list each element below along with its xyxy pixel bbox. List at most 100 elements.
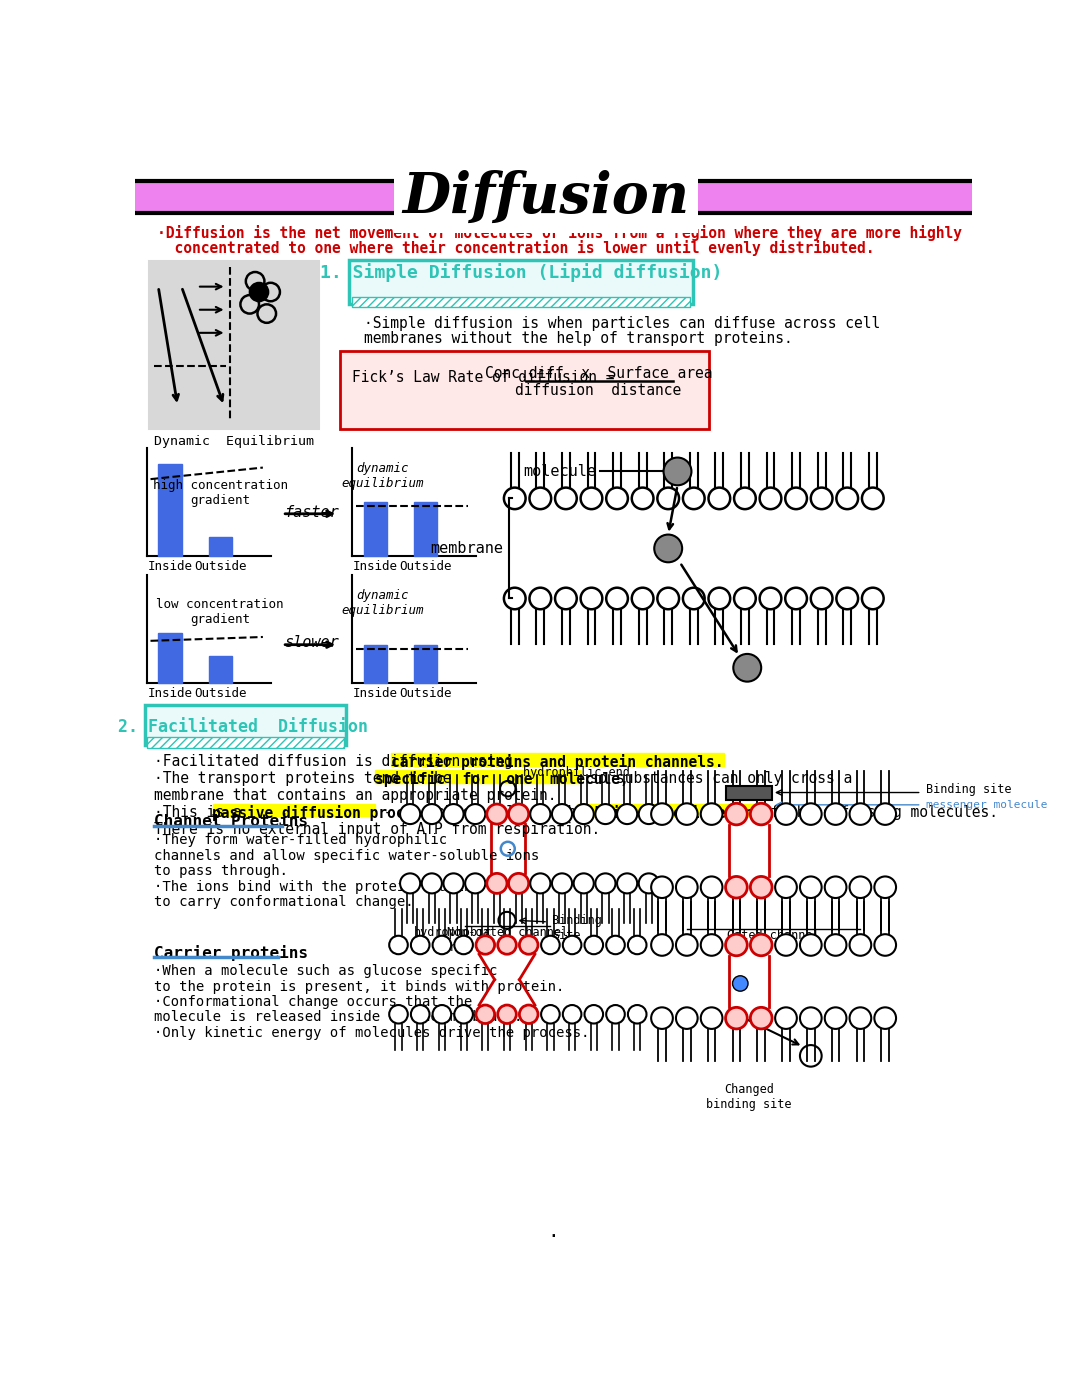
Text: ·The transport proteins tend to be: ·The transport proteins tend to be [154, 771, 461, 786]
Text: to pass through.: to pass through. [154, 864, 288, 878]
Text: Inside: Inside [353, 560, 397, 573]
Circle shape [519, 935, 538, 955]
Circle shape [800, 877, 822, 898]
Circle shape [509, 874, 529, 894]
Circle shape [476, 1005, 495, 1023]
FancyBboxPatch shape [340, 351, 710, 429]
Text: ·When a molecule such as glucose specific: ·When a molecule such as glucose specifi… [154, 965, 498, 979]
Circle shape [726, 877, 747, 898]
Text: specific  for  one  molecule,: specific for one molecule, [375, 771, 629, 788]
Bar [208, 537, 232, 556]
Circle shape [455, 935, 473, 955]
Circle shape [825, 803, 847, 825]
Bar [414, 502, 437, 556]
Circle shape [389, 935, 408, 955]
Circle shape [676, 934, 698, 956]
Circle shape [563, 935, 581, 955]
Text: 2. Facilitated  Diffusion: 2. Facilitated Diffusion [119, 718, 368, 736]
Text: low concentration
gradient: low concentration gradient [157, 598, 284, 626]
Text: concentrated to one where their concentration is lower until evenly distributed.: concentrated to one where their concentr… [157, 240, 874, 255]
Bar [159, 633, 181, 683]
Circle shape [509, 804, 529, 824]
Circle shape [825, 1008, 847, 1029]
Bar [147, 737, 345, 747]
Text: carrier proteins and protein channels.: carrier proteins and protein channels. [391, 754, 724, 769]
Text: slower: slower [284, 636, 338, 651]
Text: ·They form water-filled hydrophilic: ·They form water-filled hydrophilic [154, 834, 447, 848]
Circle shape [751, 877, 772, 898]
Text: - it relies only on the: - it relies only on the [375, 804, 594, 820]
Text: inbuilt kinetic energy: inbuilt kinetic energy [577, 804, 769, 821]
Text: hydrophilic end: hydrophilic end [524, 765, 630, 779]
Circle shape [573, 874, 594, 894]
Circle shape [800, 803, 822, 825]
Circle shape [850, 1008, 872, 1029]
Text: Binding
Site: Binding Site [552, 914, 602, 942]
Text: Outside: Outside [194, 687, 246, 700]
Text: There is no external input of ATP from respiration.: There is no external input of ATP from r… [154, 822, 600, 836]
Circle shape [584, 935, 603, 955]
Circle shape [676, 803, 698, 825]
Circle shape [595, 804, 616, 824]
Bar [577, 804, 754, 817]
Circle shape [530, 874, 551, 894]
Circle shape [701, 803, 723, 825]
Circle shape [444, 874, 463, 894]
Circle shape [617, 804, 637, 824]
Bar [213, 804, 375, 817]
Circle shape [573, 804, 594, 824]
Circle shape [751, 1008, 772, 1029]
Circle shape [487, 804, 507, 824]
Circle shape [701, 877, 723, 898]
Circle shape [638, 874, 659, 894]
Circle shape [800, 934, 822, 956]
Circle shape [498, 935, 516, 955]
Circle shape [875, 1008, 896, 1029]
Text: ·The ions bind with the protein causing it: ·The ions bind with the protein causing … [154, 880, 507, 894]
Circle shape [875, 934, 896, 956]
Circle shape [775, 877, 797, 898]
Circle shape [651, 934, 673, 956]
Bar [208, 657, 232, 683]
FancyBboxPatch shape [349, 259, 693, 304]
Circle shape [465, 804, 485, 824]
Circle shape [638, 804, 659, 824]
Text: .: . [548, 1223, 559, 1241]
Circle shape [422, 804, 442, 824]
Text: ·Simple diffusion is when particles can diffuse across cell: ·Simple diffusion is when particles can … [364, 316, 880, 330]
Circle shape [850, 877, 872, 898]
Circle shape [627, 935, 647, 955]
Circle shape [733, 654, 761, 682]
Circle shape [775, 1008, 797, 1029]
Text: Inside: Inside [147, 687, 192, 700]
Text: Dynamic  Equilibrium: Dynamic Equilibrium [154, 435, 314, 449]
Circle shape [676, 877, 698, 898]
Bar [364, 502, 387, 556]
Bar [726, 786, 772, 800]
Text: ·This is a: ·This is a [154, 804, 251, 820]
Circle shape [663, 457, 691, 485]
Circle shape [476, 935, 495, 955]
Circle shape [433, 935, 451, 955]
Bar [149, 261, 320, 429]
Text: dynamic
equilibrium: dynamic equilibrium [341, 590, 424, 618]
Circle shape [552, 874, 572, 894]
Circle shape [444, 804, 463, 824]
Circle shape [584, 1005, 603, 1023]
Text: membranes without the help of transport proteins.: membranes without the help of transport … [364, 330, 793, 346]
Text: Inside: Inside [353, 687, 397, 700]
Circle shape [676, 1008, 698, 1029]
Text: passive diffusion process: passive diffusion process [213, 804, 431, 821]
Circle shape [726, 803, 747, 825]
Circle shape [249, 283, 268, 301]
Text: Outside: Outside [400, 687, 451, 700]
Text: Conc.diff  x  Surface area: Conc.diff x Surface area [485, 367, 712, 381]
Text: Channel Proteins: Channel Proteins [154, 814, 309, 829]
Text: 1. Simple Diffusion (Lipid diffusion): 1. Simple Diffusion (Lipid diffusion) [320, 263, 723, 282]
Text: molecule: molecule [523, 464, 596, 480]
Circle shape [775, 934, 797, 956]
Bar [352, 297, 690, 308]
Circle shape [775, 803, 797, 825]
Circle shape [726, 1008, 747, 1029]
Text: dynamic
equilibrium: dynamic equilibrium [341, 463, 424, 491]
